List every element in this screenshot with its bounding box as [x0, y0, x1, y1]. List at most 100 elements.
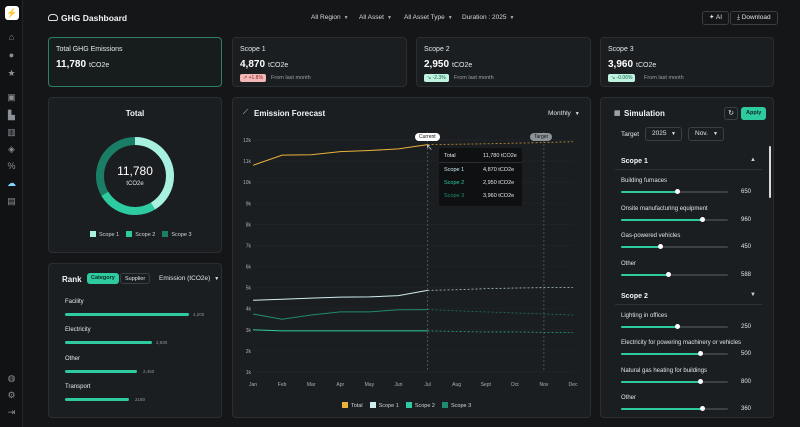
forecast-legend: Total Scope 1 Scope 2 Scope 3 — [342, 402, 471, 409]
kpi-card-total[interactable]: Total GHG Emissions 11,780 tCO2e — [48, 37, 222, 87]
month-select[interactable]: Nov. ▼ — [688, 127, 724, 141]
scope2-section-header[interactable]: Scope 2 ▼ — [615, 289, 762, 305]
section-label: Scope 1 — [621, 158, 648, 165]
delta-badge: ↗ +1.8% — [240, 74, 266, 82]
delta-value: -2.3% — [432, 75, 446, 81]
rank-item-bar — [65, 370, 137, 373]
tab-category[interactable]: Category — [87, 273, 119, 284]
settings-icon[interactable]: ⚙ — [7, 390, 16, 400]
slider-scope1-other[interactable] — [621, 272, 728, 277]
bar-chart-icon[interactable]: ▥ — [7, 127, 16, 137]
slider-knob[interactable] — [700, 217, 706, 222]
rank-title: Rank — [62, 275, 82, 284]
slider-label: Gas-powered vehicles — [621, 233, 681, 239]
home-icon[interactable]: ⌂ — [8, 32, 15, 42]
rank-metric-label: Emission (tCO2e) — [159, 275, 211, 282]
rank-item-value: 2180 — [135, 397, 146, 402]
slider-knob[interactable] — [700, 406, 706, 411]
series-forecast-scope1 — [427, 287, 573, 291]
tooltip-label: Scope 3 — [444, 193, 465, 199]
y-tick-label: 8k — [246, 222, 252, 228]
slider-electricity-machinery[interactable] — [621, 351, 728, 356]
series-forecast-total — [427, 141, 574, 146]
x-tick-label: Dec — [569, 382, 578, 388]
legend-item-scope2: Scope 2 — [126, 231, 155, 238]
slider-lighting-offices[interactable] — [621, 324, 728, 329]
percent-icon[interactable]: % — [7, 161, 16, 171]
slider-scope2-other[interactable] — [621, 406, 728, 411]
region-filter[interactable]: All Region ▼ — [311, 14, 349, 21]
series-line-scope1 — [252, 289, 428, 301]
tab-supplier[interactable]: Supplier — [120, 273, 151, 284]
apply-button[interactable]: Apply — [741, 107, 767, 120]
slider-fill — [621, 274, 669, 276]
slider-knob[interactable] — [698, 379, 704, 384]
star-icon[interactable]: ★ — [7, 68, 16, 78]
cloud-outline-icon — [48, 14, 58, 21]
kpi-card-scope1[interactable]: Scope 1 4,870 tCO2e ↗ +1.8% From last mon… — [232, 37, 407, 87]
slider-onsite-manufacturing[interactable] — [621, 217, 728, 222]
sparkle-icon: ✦ — [709, 14, 716, 21]
year-select[interactable]: 2025 ▼ — [645, 127, 682, 141]
legend-item-scope1: Scope 1 — [90, 231, 119, 238]
x-tick-label: Nov — [539, 382, 548, 388]
total-donut — [96, 137, 174, 215]
y-tick-label: 9k — [246, 201, 252, 207]
cloud-icon[interactable]: ☁ — [7, 178, 16, 188]
slider-value: 500 — [741, 351, 752, 357]
factory-icon[interactable]: ▙ — [8, 110, 15, 120]
total-legend: Scope 1 Scope 2 Scope 3 — [90, 231, 192, 238]
download-icon: ⤓ — [737, 14, 742, 21]
kpi-unit: tCO2e — [636, 62, 657, 69]
cube-icon[interactable]: ◈ — [8, 144, 15, 154]
slider-fill — [621, 219, 703, 221]
current-marker-label: Current — [415, 133, 440, 141]
slider-value: 650 — [741, 189, 752, 195]
month-value: Nov. — [695, 130, 708, 137]
refresh-button[interactable]: ↻ — [724, 107, 738, 120]
slider-value: 800 — [741, 379, 752, 385]
slider-building-furnaces[interactable] — [621, 189, 728, 194]
slider-value: 250 — [741, 324, 752, 330]
refresh-icon: ↻ — [728, 110, 734, 117]
logout-icon[interactable]: ⇥ — [7, 407, 16, 417]
asset-filter[interactable]: All Asset ▼ — [359, 14, 392, 21]
legend-swatch — [342, 402, 348, 408]
document-icon[interactable]: ▣ — [7, 92, 16, 102]
slider-knob[interactable] — [698, 351, 704, 356]
delta-value: -0.06% — [616, 75, 633, 81]
rank-item-label: Other — [65, 356, 81, 362]
download-button[interactable]: ⤓ Download — [730, 11, 778, 25]
chevron-down-icon: ▼ — [671, 131, 676, 137]
x-tick-label: Jan — [249, 382, 257, 388]
x-tick-label: Aug — [452, 382, 461, 388]
donut-total-unit: tCO2e — [126, 181, 144, 187]
slider-gas-vehicles[interactable] — [621, 244, 728, 249]
report-icon[interactable]: ▤ — [7, 196, 16, 206]
legend-swatch — [405, 402, 412, 408]
asset-type-filter[interactable]: All Asset Type ▼ — [404, 14, 453, 21]
duration-filter[interactable]: Duration : 2025 ▼ — [462, 14, 514, 21]
rank-metric-select[interactable]: Emission (tCO2e) ▼ — [159, 275, 219, 282]
slider-natural-gas-heating[interactable] — [621, 379, 728, 384]
slider-knob[interactable] — [674, 189, 680, 194]
rank-panel: Rank Category Supplier Emission (tCO2e) ▼… — [48, 263, 222, 418]
slider-knob[interactable] — [674, 324, 680, 329]
bell-icon[interactable]: ● — [8, 50, 15, 60]
app-logo-icon[interactable]: ⚡ — [5, 6, 19, 20]
ai-button[interactable]: ✦ AI — [702, 11, 730, 25]
x-tick-label: Jun — [394, 382, 402, 388]
slider-knob[interactable] — [657, 244, 663, 249]
series-line-scope2 — [252, 329, 428, 332]
scope1-section-header[interactable]: Scope 1 ▲ — [615, 154, 762, 170]
globe-icon[interactable]: ◍ — [7, 373, 16, 383]
slider-knob[interactable] — [666, 272, 672, 277]
legend-swatch — [126, 231, 133, 237]
panel-scrollbar[interactable] — [769, 146, 771, 198]
kpi-label: Scope 1 — [240, 46, 266, 53]
kpi-card-scope2[interactable]: Scope 2 2,950 tCO2e ↘ -2.3% From last mon… — [416, 37, 591, 87]
slider-fill — [621, 408, 703, 410]
kpi-card-scope3[interactable]: Scope 3 3,960 tCO2e ↘ -0.06% From last mo… — [600, 37, 774, 87]
period-select[interactable]: Monthly ▼ — [548, 110, 580, 117]
kpi-number: 4,870 — [240, 59, 266, 70]
